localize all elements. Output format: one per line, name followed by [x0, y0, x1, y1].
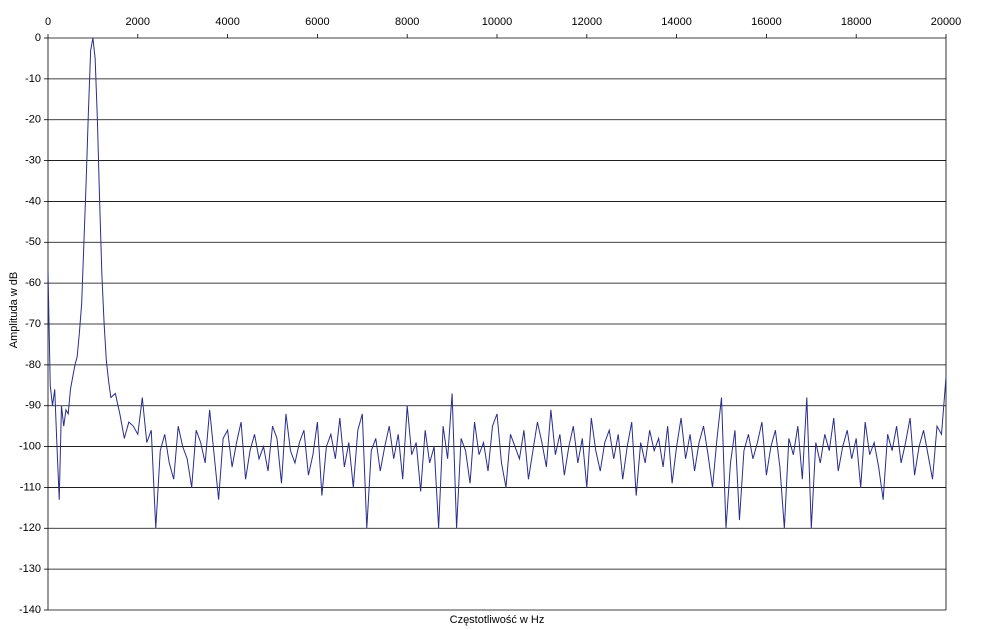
y-tick-label: 0	[35, 32, 41, 44]
spectrum-line	[47, 37, 947, 529]
x-axis-label: Częstotliwość w Hz	[450, 614, 545, 626]
x-tick-label: 8000	[395, 16, 419, 28]
y-tick-label: -50	[25, 236, 41, 248]
x-tick-label: 14000	[661, 16, 692, 28]
y-tick-label: -90	[25, 400, 41, 412]
x-tick-label: 12000	[572, 16, 603, 28]
y-tick-label: -130	[19, 563, 41, 575]
x-tick-label: 16000	[751, 16, 782, 28]
y-tick-label: -70	[25, 318, 41, 330]
x-tick-label: 10000	[482, 16, 513, 28]
y-tick-label: -20	[25, 114, 41, 126]
y-tick-label: -60	[25, 277, 41, 289]
y-tick-label: -80	[25, 359, 41, 371]
x-tick-label: 0	[45, 16, 51, 28]
y-tick-label: -10	[25, 73, 41, 85]
y-tick-label: -100	[19, 440, 41, 452]
y-tick-label: -40	[25, 195, 41, 207]
x-tick-label: 2000	[126, 16, 150, 28]
y-tick-label: -110	[20, 481, 41, 493]
x-tick-label: 4000	[215, 16, 239, 28]
y-tick-label: -140	[19, 604, 41, 616]
x-tick-label: 20000	[931, 16, 962, 28]
y-tick-label: -120	[19, 522, 41, 534]
x-tick-label: 6000	[305, 16, 329, 28]
y-tick-label: -30	[25, 154, 41, 166]
x-tick-label: 18000	[841, 16, 872, 28]
y-axis-label: Amplituda w dB	[8, 272, 20, 348]
